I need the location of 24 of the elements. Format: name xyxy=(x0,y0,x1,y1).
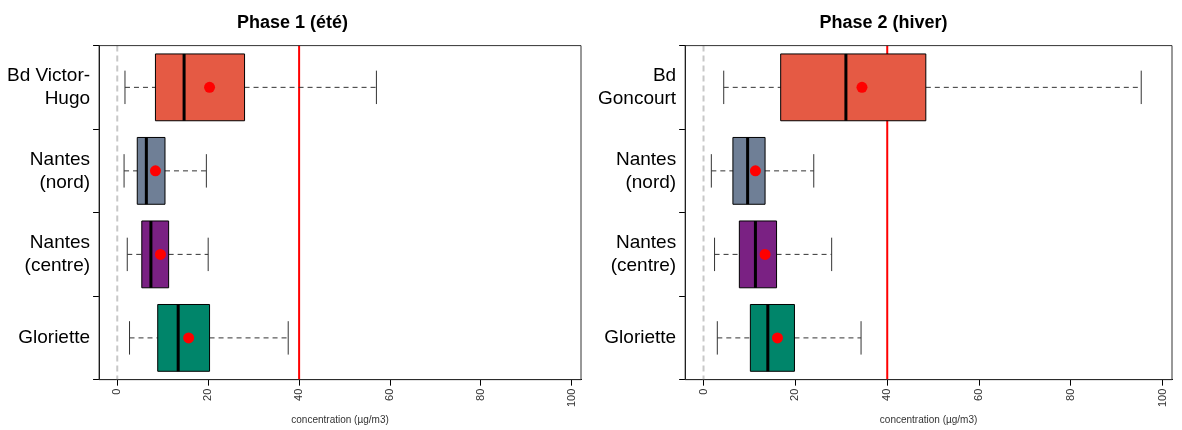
chart-title: Phase 1 (été) xyxy=(236,11,349,32)
y-tick-label: Nantes (nord) xyxy=(615,147,677,192)
y-tick-label: Nantes (centre) xyxy=(610,231,677,276)
x-axis-title: concentration (µg/m3) xyxy=(291,413,389,425)
y-tick-label: Bd Victor-Hugo xyxy=(6,64,91,108)
y-tick-label: Gloriette xyxy=(18,326,91,348)
y-tick-label: Bd Goncourt xyxy=(598,64,677,108)
x-tick-label: 0 xyxy=(696,388,709,395)
x-tick-label: 40 xyxy=(880,388,893,401)
y-tick-label: Gloriette xyxy=(604,326,677,348)
x-tick-label: 20 xyxy=(201,388,214,401)
x-tick-label: 60 xyxy=(383,388,396,401)
x-axis-title: concentration (µg/m3) xyxy=(879,413,978,425)
y-tick-label: Nantes (centre) xyxy=(24,231,91,276)
x-tick-label: 40 xyxy=(292,388,305,401)
x-tick-label: 0 xyxy=(110,388,123,395)
y-tick-label: Nantes (nord) xyxy=(29,147,91,192)
x-tick-label: 100 xyxy=(564,388,577,408)
x-tick-label: 80 xyxy=(474,388,487,401)
x-tick-label: 80 xyxy=(1063,388,1076,401)
x-tick-label: 60 xyxy=(972,388,985,401)
x-tick-label: 100 xyxy=(1155,388,1168,408)
x-tick-label: 20 xyxy=(788,388,801,401)
chart-title: Phase 2 (hiver) xyxy=(819,11,948,32)
